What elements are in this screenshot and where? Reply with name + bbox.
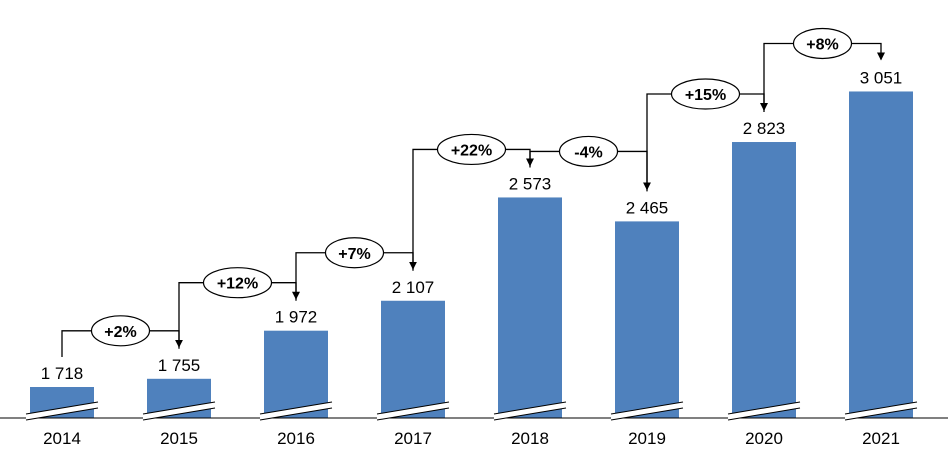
value-label-2021: 3 051 [860, 68, 903, 87]
category-labels-layer: 2014 2015 2016 2017 2018 2019 2020 2021 [43, 429, 900, 448]
change-connector-7: +8% [763, 27, 885, 113]
axis-break-2017 [376, 401, 450, 421]
axis-breaks-layer [25, 401, 918, 421]
category-label-2015: 2015 [160, 429, 198, 448]
change-badge [792, 27, 853, 60]
change-connector-5: -4% [529, 135, 651, 191]
change-badge [202, 267, 273, 299]
change-connector-1: +2% [61, 315, 183, 357]
bar-2016 [264, 330, 328, 418]
change-label-3: +7% [338, 246, 370, 263]
bar-2017 [381, 300, 445, 418]
category-label-2016: 2016 [277, 429, 315, 448]
bar-2018 [498, 197, 562, 418]
category-label-2021: 2021 [862, 429, 900, 448]
axis-break-2018 [493, 401, 567, 421]
change-label-1: +2% [104, 324, 136, 341]
category-label-2018: 2018 [511, 429, 549, 448]
category-label-2014: 2014 [43, 429, 81, 448]
bar-2019 [615, 221, 679, 418]
category-label-2017: 2017 [394, 429, 432, 448]
axis-break-2015 [142, 401, 216, 421]
change-badge [670, 78, 741, 110]
change-label-5: -4% [574, 144, 602, 161]
change-badge [558, 135, 619, 168]
value-label-2016: 1 972 [275, 308, 318, 327]
value-label-2017: 2 107 [392, 278, 435, 297]
change-badge [90, 315, 151, 347]
value-label-2015: 1 755 [158, 356, 201, 375]
change-badge [436, 133, 507, 166]
category-label-2019: 2019 [628, 429, 666, 448]
change-label-6: +15% [685, 87, 726, 104]
axis-break-2016 [259, 401, 333, 421]
bar-2021 [849, 91, 913, 418]
bars-layer [30, 91, 913, 419]
value-label-2020: 2 823 [743, 119, 786, 138]
value-labels-layer: 1 718 1 755 1 972 2 107 2 573 2 465 2 823 3 051 [41, 68, 903, 383]
axis-break-2020 [727, 401, 801, 421]
axis-break-2014 [25, 401, 99, 421]
change-label-4: +22% [451, 142, 492, 159]
value-label-2014: 1 718 [41, 364, 84, 383]
axis-break-2021 [844, 401, 918, 421]
change-connector-6: +15% [646, 78, 768, 192]
change-label-7: +8% [806, 36, 838, 53]
category-label-2020: 2020 [745, 429, 783, 448]
bar-2020 [732, 142, 796, 419]
value-label-2018: 2 573 [509, 174, 552, 193]
value-label-2019: 2 465 [626, 198, 669, 217]
change-connector-2: +12% [178, 267, 300, 349]
change-connectors-layer: +2% +12% +7% +22% -4% +15% +8% [61, 27, 885, 357]
change-label-2: +12% [217, 276, 258, 293]
change-connector-4: +22% [412, 133, 534, 271]
change-badge [324, 237, 385, 269]
axis-break-2019 [610, 401, 684, 421]
